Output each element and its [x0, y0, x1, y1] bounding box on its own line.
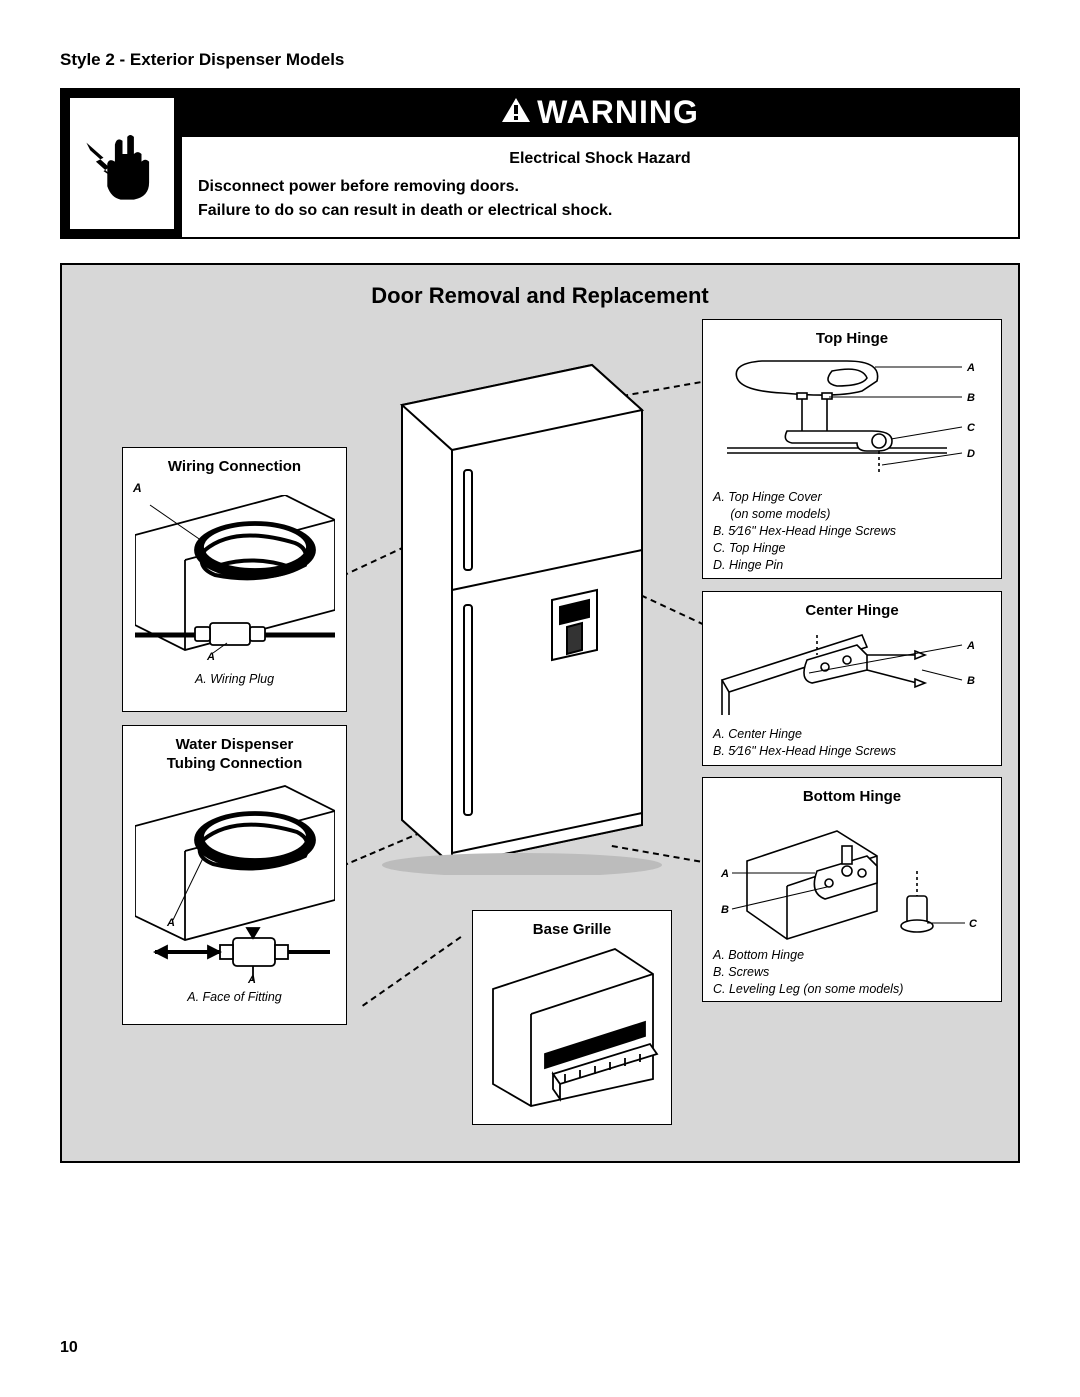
- legend-line: A. Bottom Hinge: [713, 947, 991, 964]
- tubing-illustration: A A: [135, 778, 335, 983]
- marker-D: D: [967, 448, 975, 460]
- marker-C: C: [969, 918, 978, 930]
- panel-tubing: Water Dispenser Tubing Connection: [122, 725, 347, 1025]
- page-number: 10: [60, 1339, 78, 1357]
- tubing-title-2: Tubing Connection: [133, 755, 336, 772]
- panel-bottom-hinge: Bottom Hinge: [702, 777, 1002, 1002]
- legend-line: (on some models): [713, 506, 991, 523]
- marker-B: B: [721, 904, 729, 916]
- center-hinge-title: Center Hinge: [713, 602, 991, 619]
- warning-right: WARNING Electrical Shock Hazard Disconne…: [182, 90, 1018, 237]
- diagram-panel: Door Removal and Replacement: [60, 263, 1020, 1163]
- marker-A: A: [966, 362, 975, 374]
- center-hinge-legend: A. Center Hinge B. 5⁄16" Hex-Head Hinge …: [713, 726, 991, 760]
- warning-box: WARNING Electrical Shock Hazard Disconne…: [60, 88, 1020, 239]
- style-header: Style 2 - Exterior Dispenser Models: [60, 50, 1020, 70]
- warning-icon-cell: [62, 90, 182, 237]
- center-hinge-illustration: A B: [717, 625, 987, 720]
- wiring-marker-top: A: [133, 481, 336, 495]
- top-hinge-legend: A. Top Hinge Cover (on some models) B. 5…: [713, 489, 991, 573]
- wiring-legend: A. Wiring Plug: [133, 671, 336, 688]
- panel-base-grille: Base Grille: [472, 910, 672, 1125]
- marker-B: B: [967, 392, 975, 404]
- panel-top-hinge: Top Hinge: [702, 319, 1002, 579]
- dash-line: [362, 936, 461, 1006]
- legend-line: B. 5⁄16" Hex-Head Hinge Screws: [713, 743, 991, 760]
- refrigerator-illustration: [362, 355, 662, 875]
- base-grille-title: Base Grille: [483, 921, 661, 938]
- legend-line: C. Top Hinge: [713, 540, 991, 557]
- top-hinge-illustration: A B C D: [717, 353, 987, 483]
- bottom-hinge-legend: A. Bottom Hinge B. Screws C. Leveling Le…: [713, 947, 991, 998]
- wiring-illustration: A: [135, 495, 335, 665]
- warning-line-1: Disconnect power before removing doors.: [198, 175, 1002, 199]
- tubing-legend: A. Face of Fitting: [133, 989, 336, 1006]
- legend-line: B. Screws: [713, 964, 991, 981]
- legend-line: C. Leveling Leg (on some models): [713, 981, 991, 998]
- top-hinge-title: Top Hinge: [713, 330, 991, 347]
- legend-line: A. Center Hinge: [713, 726, 991, 743]
- diagram-main-title: Door Removal and Replacement: [62, 283, 1018, 309]
- marker-B: B: [967, 675, 975, 687]
- bottom-hinge-title: Bottom Hinge: [713, 788, 991, 805]
- shock-hand-icon: [70, 98, 174, 229]
- alert-triangle-icon: [501, 94, 531, 131]
- panel-center-hinge: Center Hinge A B: [702, 591, 1002, 766]
- hazard-title: Electrical Shock Hazard: [198, 147, 1002, 171]
- marker-A: A: [966, 640, 975, 652]
- tubing-title-1: Water Dispenser: [133, 736, 336, 753]
- legend-line: B. 5⁄16" Hex-Head Hinge Screws: [713, 523, 991, 540]
- base-grille-illustration: [485, 944, 660, 1109]
- legend-line: A. Top Hinge Cover: [713, 489, 991, 506]
- warning-banner-text: WARNING: [537, 94, 699, 131]
- panel-wiring: Wiring Connection A A: [122, 447, 347, 712]
- legend-line: D. Hinge Pin: [713, 557, 991, 574]
- wiring-title: Wiring Connection: [133, 458, 336, 475]
- marker-A-bottom: A: [247, 974, 256, 983]
- marker-C: C: [967, 422, 976, 434]
- warning-banner: WARNING: [182, 90, 1018, 137]
- warning-line-2: Failure to do so can result in death or …: [198, 199, 1002, 223]
- warning-text: Electrical Shock Hazard Disconnect power…: [182, 137, 1018, 237]
- bottom-hinge-illustration: A B C: [717, 811, 987, 941]
- marker-A: A: [720, 868, 729, 880]
